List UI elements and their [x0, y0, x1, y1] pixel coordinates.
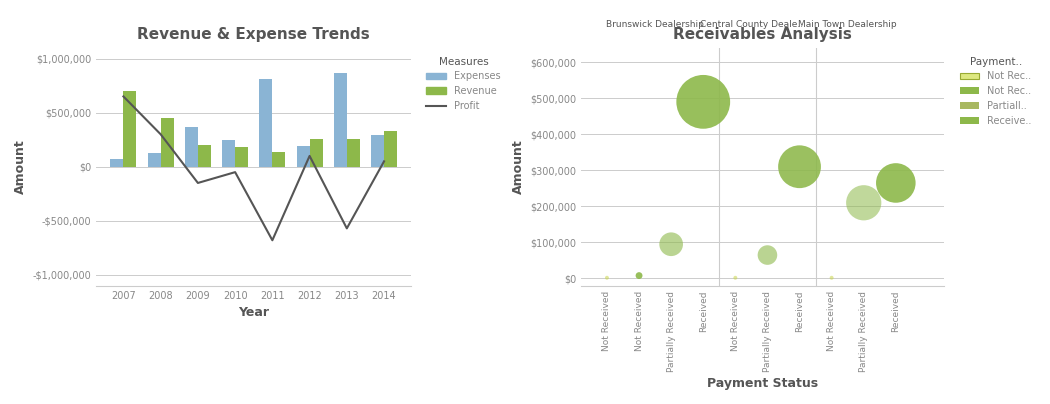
Bar: [296, 146, 310, 167]
Profit: [154, 132, 167, 137]
Point: [791, 164, 807, 170]
Bar: [272, 152, 286, 167]
Point: [598, 275, 615, 281]
Title: Receivables Analysis: Receivables Analysis: [673, 27, 852, 42]
Point: [759, 252, 776, 258]
Legend: Not Rec.., Not Rec.., Partiall.., Receive..: Not Rec.., Not Rec.., Partiall.., Receiv…: [957, 53, 1035, 130]
Bar: [185, 127, 197, 167]
Text: Central County Deale..: Central County Deale..: [700, 20, 803, 29]
Bar: [148, 153, 161, 167]
Bar: [124, 91, 136, 167]
Point: [856, 200, 873, 206]
Bar: [197, 145, 211, 167]
Point: [663, 241, 679, 248]
Bar: [310, 139, 322, 167]
X-axis label: Payment Status: Payment Status: [707, 377, 818, 390]
Bar: [334, 73, 346, 167]
Profit: [229, 170, 242, 175]
Bar: [259, 79, 272, 167]
Y-axis label: Amount: Amount: [14, 139, 27, 194]
Text: Main Town Dealership: Main Town Dealership: [798, 20, 897, 29]
Profit: [118, 94, 130, 99]
Point: [727, 275, 743, 281]
Point: [823, 275, 840, 281]
Point: [631, 272, 648, 279]
Profit: [191, 181, 204, 185]
Bar: [235, 147, 248, 167]
Bar: [161, 118, 173, 167]
Point: [695, 99, 712, 105]
Profit: [378, 159, 391, 164]
Point: [887, 180, 904, 186]
Bar: [371, 135, 384, 167]
Profit: [266, 238, 278, 243]
Line: Profit: Profit: [124, 97, 384, 240]
Bar: [110, 159, 124, 167]
Profit: [340, 226, 353, 231]
Title: Revenue & Expense Trends: Revenue & Expense Trends: [138, 27, 370, 42]
Bar: [346, 139, 360, 167]
Bar: [384, 130, 397, 167]
Y-axis label: Amount: Amount: [511, 139, 525, 194]
Bar: [223, 140, 235, 167]
Legend: Expenses, Revenue, Profit: Expenses, Revenue, Profit: [422, 53, 504, 115]
Text: Brunswick Dealership: Brunswick Dealership: [606, 20, 705, 29]
Profit: [303, 154, 316, 158]
X-axis label: Year: Year: [238, 306, 269, 319]
